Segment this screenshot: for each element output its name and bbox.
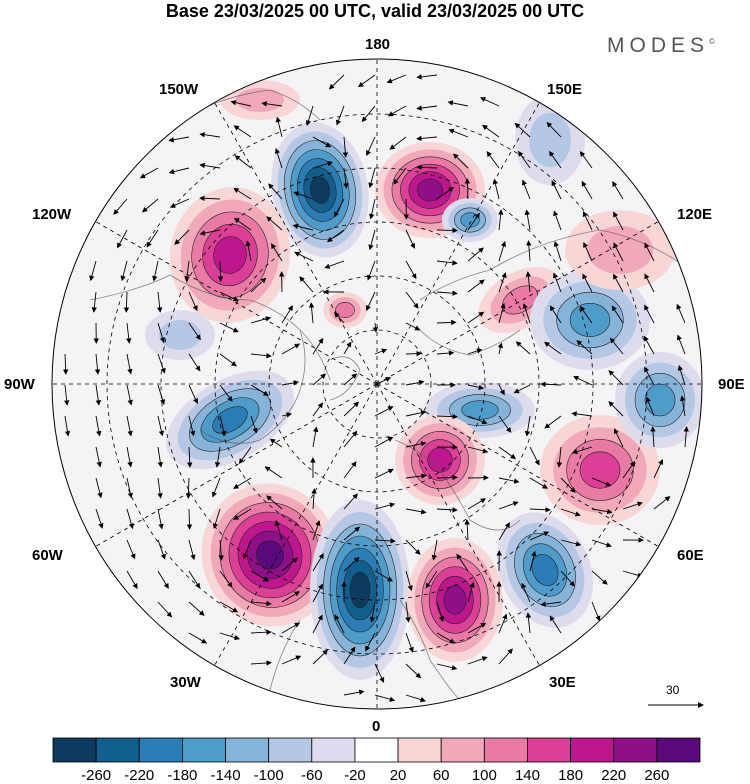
colorbar-tick-label: 180 [558,767,583,784]
colorbar-swatch [657,738,700,762]
colorbar-swatch [226,738,269,762]
lon-label-60e: 60E [677,547,704,564]
anomaly-contour [529,113,571,167]
wind-arrow [437,230,457,231]
colorbar-swatch [139,738,182,762]
colorbar-swatch [312,738,355,762]
colorbar-tick-label: -100 [254,767,284,784]
colorbar [0,730,750,766]
lon-label-90e: 90E [718,376,745,393]
anomaly-europe-low [350,572,370,608]
colorbar-swatch [527,738,570,762]
lon-label-30w: 30W [170,674,201,691]
anomaly-contour [645,384,675,416]
colorbar-tick-label: 60 [433,767,450,784]
colorbar-tick-label: -220 [124,767,154,784]
colorbar-tick-label: -180 [167,767,197,784]
colorbar-tick-label: -20 [344,767,366,784]
colorbar-tick-label: 260 [644,767,669,784]
anomaly-asia-high [580,452,620,489]
anomaly-contour [159,320,201,350]
lon-label-120w: 120W [32,206,71,223]
wind-arrow [406,353,421,354]
lon-label-30e: 30E [549,674,576,691]
colorbar-swatch [96,738,139,762]
colorbar-swatch [441,738,484,762]
map-disc [52,59,705,709]
lon-label-90w: 90W [4,376,35,393]
anomaly-scandinavia-high [444,586,466,615]
lon-label-150e: 150E [547,81,582,98]
colorbar-swatch [614,738,657,762]
lon-label-120e: 120E [677,206,712,223]
colorbar-swatch [355,738,398,762]
polar-map [0,0,750,730]
wind-arrow [189,509,190,529]
colorbar-tick-label: 100 [472,767,497,784]
colorbar-swatch [182,738,225,762]
anomaly-contour [587,226,653,274]
vector-scale-label: 30 [666,683,679,697]
colorbar-swatch [269,738,312,762]
colorbar-swatch [571,738,614,762]
anomaly-contour [336,302,355,317]
lon-label-150w: 150W [159,81,198,98]
colorbar-swatch [398,738,441,762]
anomaly-contour [461,213,480,228]
colorbar-swatch [53,738,96,762]
lon-label-180: 180 [365,36,390,53]
colorbar-swatch [484,738,527,762]
colorbar-tick-label: 20 [390,767,407,784]
colorbar-tick-label: 220 [601,767,626,784]
colorbar-tick-label: 140 [515,767,540,784]
colorbar-tick-label: -260 [81,767,111,784]
lon-label-60w: 60W [32,547,63,564]
colorbar-tick-label: -60 [301,767,323,784]
colorbar-tick-label: -140 [211,767,241,784]
